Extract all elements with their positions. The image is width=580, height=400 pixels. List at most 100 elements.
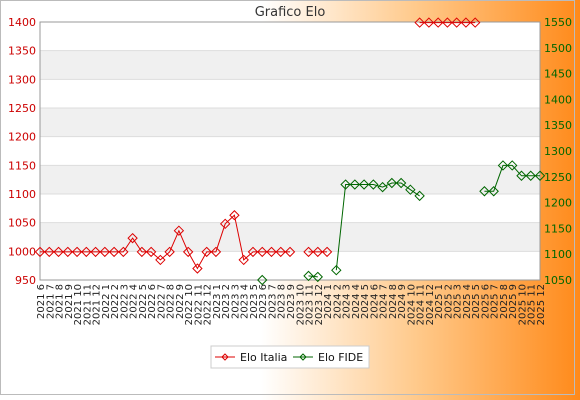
data-point: [108, 246, 120, 258]
x-tick-label: 2024 11: [416, 284, 427, 325]
grid-band: [40, 222, 540, 252]
data-point: [377, 181, 388, 193]
data-point: [155, 254, 166, 266]
y-right-tick-label: 1400: [544, 93, 572, 106]
y-right-tick-label: 1350: [544, 119, 572, 132]
plot-border: [39, 21, 541, 281]
x-tick-label: 2023 2: [221, 284, 232, 319]
chart-frame: [0, 0, 575, 395]
data-point: [340, 179, 351, 190]
y-left-tick-label: 1250: [8, 102, 36, 115]
data-point: [275, 246, 286, 258]
x-tick-label: 2025 12: [536, 284, 547, 325]
data-point: [71, 246, 83, 258]
data-point: [182, 246, 194, 258]
data-point: [303, 246, 314, 258]
x-tick-label: 2024 1: [323, 284, 334, 319]
legend-marker-elo-fide: [299, 353, 307, 361]
x-tick-label: 2023 6: [258, 284, 269, 319]
data-point: [210, 246, 222, 258]
x-tick-label: 2022 10: [184, 284, 195, 325]
data-point: [442, 17, 453, 28]
x-tick-label: 2025 2: [443, 284, 454, 319]
data-point: [395, 177, 407, 189]
x-tick-label: 2023 11: [305, 284, 316, 325]
data-point: [81, 246, 92, 258]
x-tick-label: 2024 2: [332, 284, 343, 319]
data-point: [229, 210, 240, 221]
x-tick-label: 2024 12: [425, 284, 436, 325]
x-tick-label: 2025 8: [499, 284, 510, 319]
data-point: [414, 190, 425, 202]
legend-marker-elo-italia: [221, 353, 229, 361]
chart-title: Grafico Elo: [255, 5, 326, 20]
data-point: [53, 246, 64, 258]
x-tick-label: 2022 4: [129, 284, 140, 319]
axes: 950 1000 1050 1100 1150 1200 1250 1300 1350 1400 1…: [8, 16, 572, 325]
data-point: [303, 270, 314, 282]
data-point: [257, 246, 268, 258]
data-point: [534, 170, 546, 181]
data-point: [414, 17, 425, 28]
data-point: [127, 232, 138, 244]
x-tick-label: 2021 12: [92, 284, 103, 325]
data-point: [423, 17, 435, 28]
data-point: [312, 271, 323, 283]
data-point: [451, 17, 462, 28]
y-left-tick-label: 1000: [8, 245, 36, 258]
x-tick-label: 2023 7: [267, 284, 278, 319]
y-right-tick-label: 1100: [544, 248, 572, 261]
data-point: [257, 274, 268, 286]
x-tick-label: 2025 10: [517, 284, 528, 325]
y-left-tick-label: 1100: [8, 188, 36, 201]
data-point: [62, 246, 73, 258]
data-point: [405, 184, 416, 195]
legend-label-elo-italia: Elo Italia: [240, 351, 287, 364]
data-point: [44, 246, 55, 258]
data-point: [201, 246, 212, 258]
x-tick-label: 2025 1: [434, 284, 445, 319]
data-point: [488, 186, 499, 197]
data-point: [507, 160, 518, 171]
x-tick-label: 2025 7: [490, 284, 501, 319]
plot-area: [39, 21, 541, 281]
series-line: [484, 164, 540, 192]
x-tick-label: 2024 10: [406, 284, 417, 325]
x-tick-label: 2023 3: [230, 284, 241, 319]
y-left-tick-label: 1400: [8, 16, 36, 29]
x-tick-label: 2022 3: [119, 284, 130, 319]
x-tick-label: 2025 5: [471, 284, 482, 319]
x-tick-label: 2024 8: [388, 284, 399, 319]
x-tick-label: 2024 6: [369, 284, 380, 319]
data-point: [136, 246, 148, 258]
data-point: [219, 218, 231, 230]
data-point: [284, 246, 296, 258]
data-point: [368, 179, 379, 190]
y-left-tick-label: 1150: [8, 159, 36, 172]
x-tick-label: 2021 8: [55, 284, 66, 319]
data-point: [479, 186, 490, 197]
data-point: [164, 246, 175, 258]
x-tick-label: 2025 4: [462, 284, 473, 319]
data-point: [266, 246, 277, 258]
x-tick-label: 2021 11: [82, 284, 93, 325]
x-tick-label: 2023 4: [240, 284, 251, 319]
x-tick-label: 2022 12: [203, 284, 214, 325]
data-point: [349, 179, 361, 190]
x-tick-label: 2022 7: [156, 284, 167, 319]
legend-label-elo-fide: Elo FIDE: [318, 351, 363, 364]
x-tick-label: 2021 9: [64, 284, 75, 319]
x-tick-label: 2024 7: [379, 284, 390, 319]
x-tick-label: 2022 5: [138, 284, 149, 319]
x-tick-label: 2023 9: [286, 284, 297, 319]
x-tick-label: 2021 7: [45, 284, 56, 319]
y-right-tick-label: 1300: [544, 145, 572, 158]
data-point: [525, 170, 536, 181]
data-point: [99, 246, 111, 258]
x-tick-label: 2022 11: [193, 284, 204, 325]
series-elo-italia: [34, 17, 481, 274]
y-left-tick-label: 1050: [8, 217, 36, 230]
y-right-tick-label: 1450: [544, 68, 572, 81]
data-point: [192, 263, 203, 274]
